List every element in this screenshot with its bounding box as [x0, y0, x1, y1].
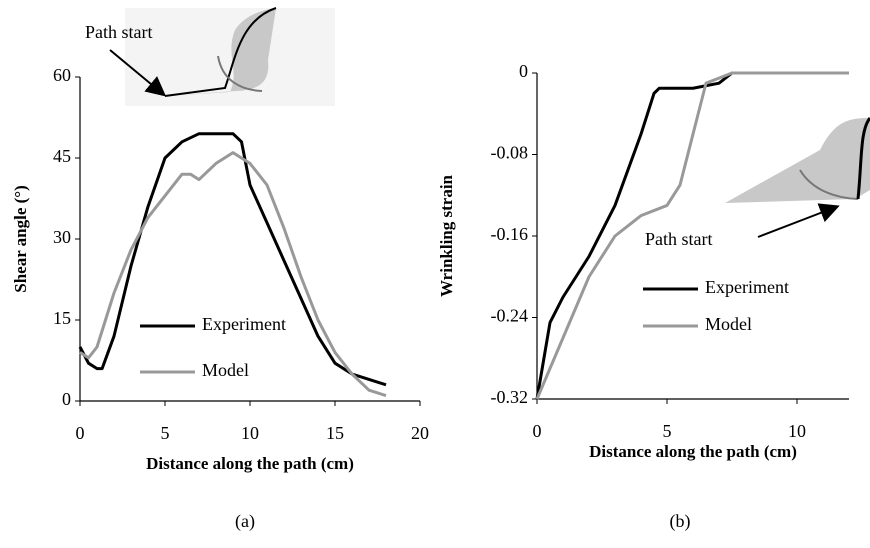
- x-tick-label: 20: [411, 423, 429, 443]
- x-tick-label: 10: [241, 423, 259, 443]
- x-tick-label: 5: [161, 423, 170, 443]
- y-tick-label: 0: [62, 389, 71, 409]
- y-tick-label: 15: [53, 308, 71, 328]
- y-tick-label: 45: [53, 146, 71, 166]
- annotation: Path start: [85, 22, 153, 42]
- x-tick-label: 0: [76, 423, 85, 443]
- x-tick-label: 10: [788, 421, 806, 441]
- inset-left: [125, 7, 335, 106]
- x-tick-label: 15: [326, 423, 344, 443]
- data-line: [535, 71, 849, 400]
- legend-label: Model: [705, 314, 752, 334]
- legend-label: Model: [202, 360, 249, 380]
- y-tick-label: -0.24: [491, 306, 529, 326]
- legend-label: Experiment: [202, 314, 286, 334]
- panel-label: (b): [670, 511, 691, 532]
- y-tick-label: 60: [53, 65, 71, 85]
- inset-right: [725, 117, 870, 203]
- y-tick-label: -0.16: [491, 224, 529, 244]
- data-line: [535, 71, 849, 400]
- arrow: [757, 203, 840, 238]
- x-axis-label: Distance along the path (cm): [589, 442, 797, 461]
- y-tick-label: 30: [53, 227, 71, 247]
- y-tick-label: 0: [519, 61, 528, 81]
- y-tick-label: -0.08: [491, 143, 529, 163]
- arrow: [109, 49, 167, 97]
- data-line: [78, 132, 387, 387]
- y-tick-label: -0.32: [491, 387, 529, 407]
- x-axis-label: Distance along the path (cm): [146, 454, 354, 473]
- annotation: Path start: [645, 229, 713, 249]
- data-line: [79, 151, 387, 398]
- panel-label: (a): [235, 511, 255, 532]
- x-tick-label: 5: [663, 421, 672, 441]
- y-axis-label: Wrinkling strain: [437, 174, 456, 297]
- legend-label: Experiment: [705, 277, 789, 297]
- x-tick-label: 0: [533, 421, 542, 441]
- y-axis-label: Shear angle (°): [11, 185, 30, 293]
